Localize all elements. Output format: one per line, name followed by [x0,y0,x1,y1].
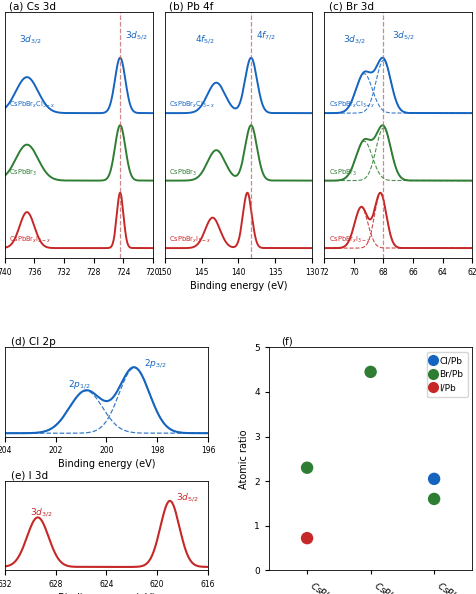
Text: $3d_{5/2}$: $3d_{5/2}$ [124,29,147,42]
Text: (a) Cs 3d: (a) Cs 3d [9,1,56,11]
Text: $4f_{7/2}$: $4f_{7/2}$ [255,29,275,42]
Text: (e) I 3d: (e) I 3d [11,470,48,481]
Point [303,463,310,472]
Y-axis label: Atomic ratio: Atomic ratio [238,429,248,488]
Text: CsPbBr$_3$: CsPbBr$_3$ [169,168,197,178]
Text: $3d_{3/2}$: $3d_{3/2}$ [342,33,365,46]
X-axis label: Binding energy (eV): Binding energy (eV) [58,593,155,594]
Text: $4f_{5/2}$: $4f_{5/2}$ [195,33,215,46]
Text: CsPbBr$_x$Cl$_{3-x}$: CsPbBr$_x$Cl$_{3-x}$ [169,100,215,110]
Text: CsPbBr$_3$: CsPbBr$_3$ [9,168,37,178]
Text: (c) Br 3d: (c) Br 3d [328,1,373,11]
X-axis label: Binding energy (eV): Binding energy (eV) [58,459,155,469]
Text: CsPbBr$_x$Cl$_{3-x}$: CsPbBr$_x$Cl$_{3-x}$ [328,100,375,110]
Point [429,474,437,484]
Text: CsPbBr$_x$I$_{3-x}$: CsPbBr$_x$I$_{3-x}$ [328,235,370,245]
Text: $3d_{5/2}$: $3d_{5/2}$ [392,29,414,42]
Text: (b) Pb 4f: (b) Pb 4f [169,1,213,11]
Point [303,533,310,543]
Text: CsPbBr$_x$Cl$_{3-x}$: CsPbBr$_x$Cl$_{3-x}$ [9,100,56,110]
Point [366,367,374,377]
Text: (d) Cl 2p: (d) Cl 2p [11,337,56,346]
Text: $2p_{3/2}$: $2p_{3/2}$ [144,357,167,370]
Text: $3d_{3/2}$: $3d_{3/2}$ [19,33,42,46]
Text: CsPbBr$_3$: CsPbBr$_3$ [328,168,356,178]
Text: (f): (f) [280,337,292,346]
Text: $2p_{1/2}$: $2p_{1/2}$ [68,378,91,391]
Text: CsPbBr$_x$I$_{3-x}$: CsPbBr$_x$I$_{3-x}$ [169,235,210,245]
Point [429,494,437,504]
Text: $3d_{5/2}$: $3d_{5/2}$ [176,491,198,504]
X-axis label: Binding energy (eV): Binding energy (eV) [189,281,287,291]
Text: $3d_{3/2}$: $3d_{3/2}$ [30,507,53,519]
Text: CsPbBr$_x$I$_{3-x}$: CsPbBr$_x$I$_{3-x}$ [9,235,51,245]
Legend: Cl/Pb, Br/Pb, I/Pb: Cl/Pb, Br/Pb, I/Pb [426,352,467,397]
